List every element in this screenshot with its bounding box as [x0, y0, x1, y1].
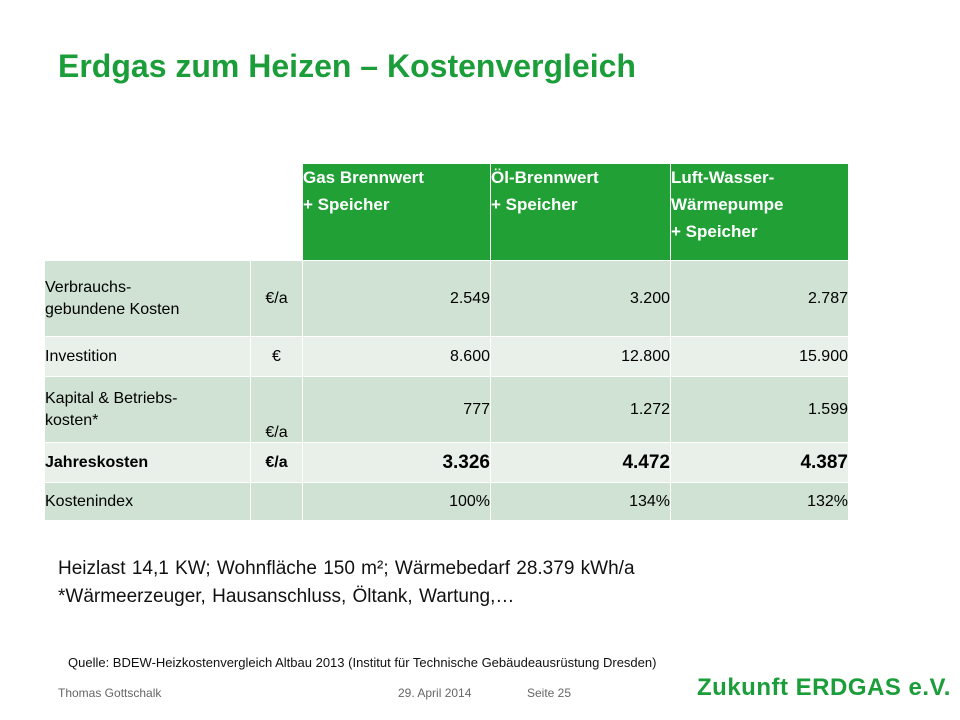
- row-unit: €: [250, 336, 303, 377]
- footnote: *Wärmeerzeuger, Hausanschluss, Öltank, W…: [58, 586, 515, 607]
- row-unit: €/a: [250, 376, 303, 443]
- source-citation: Quelle: BDEW-Heizkostenvergleich Altbau …: [68, 655, 657, 670]
- zukunft-erdgas-logo: Zukunft ERDGAS e.V.: [697, 674, 951, 701]
- table-header-row: Gas Brennwert + Speicher Öl-Brennwert + Sp…: [44, 163, 849, 261]
- row-label: Verbrauchs-gebundene Kosten: [44, 260, 251, 337]
- cell-value: 4.387: [670, 442, 849, 483]
- cell-value: 2.787: [670, 260, 849, 337]
- footer-page-number: Seite 25: [527, 686, 572, 700]
- cell-value: 134%: [490, 482, 671, 521]
- cell-value: 100%: [302, 482, 491, 521]
- row-unit: [250, 482, 303, 521]
- column-header-heatpump: Luft-Wasser- Wärmepumpe + Speicher: [670, 163, 849, 261]
- cell-value: 12.800: [490, 336, 671, 377]
- table-row: Jahreskosten €/a 3.326 4.472 4.387: [44, 442, 849, 483]
- table-row: Investition € 8.600 12.800 15.900: [44, 336, 849, 377]
- footer-author: Thomas Gottschalk: [58, 686, 162, 700]
- cell-value: 132%: [670, 482, 849, 521]
- column-header-oil: Öl-Brennwert + Speicher: [490, 163, 671, 261]
- column-header-gas: Gas Brennwert + Speicher: [302, 163, 491, 261]
- row-unit: €/a: [250, 442, 303, 483]
- table-corner: [44, 163, 303, 261]
- table-row: Kapital & Betriebs-kosten* €/a 777 1.272…: [44, 376, 849, 443]
- cell-value: 1.272: [490, 376, 671, 443]
- table-row: Verbrauchs-gebundene Kosten €/a 2.549 3.…: [44, 260, 849, 337]
- cell-value: 4.472: [490, 442, 671, 483]
- cell-value: 15.900: [670, 336, 849, 377]
- row-label: Kostenindex: [44, 482, 251, 521]
- assumptions-note: Heizlast 14,1 KW; Wohnfläche 150 m²; Wär…: [58, 558, 635, 579]
- cell-value: 777: [302, 376, 491, 443]
- table-row: Kostenindex 100% 134% 132%: [44, 482, 849, 521]
- row-label: Investition: [44, 336, 251, 377]
- row-label: Kapital & Betriebs-kosten*: [44, 376, 251, 443]
- cell-value: 1.599: [670, 376, 849, 443]
- cost-comparison-table: Gas Brennwert + Speicher Öl-Brennwert + Sp…: [44, 163, 849, 521]
- slide-title: Erdgas zum Heizen – Kostenvergleich: [58, 48, 636, 84]
- cell-value: 3.326: [302, 442, 491, 483]
- row-unit: €/a: [250, 260, 303, 337]
- cell-value: 3.200: [490, 260, 671, 337]
- footer-date: 29. April 2014: [398, 686, 472, 700]
- cell-value: 8.600: [302, 336, 491, 377]
- cell-value: 2.549: [302, 260, 491, 337]
- row-label: Jahreskosten: [44, 442, 251, 483]
